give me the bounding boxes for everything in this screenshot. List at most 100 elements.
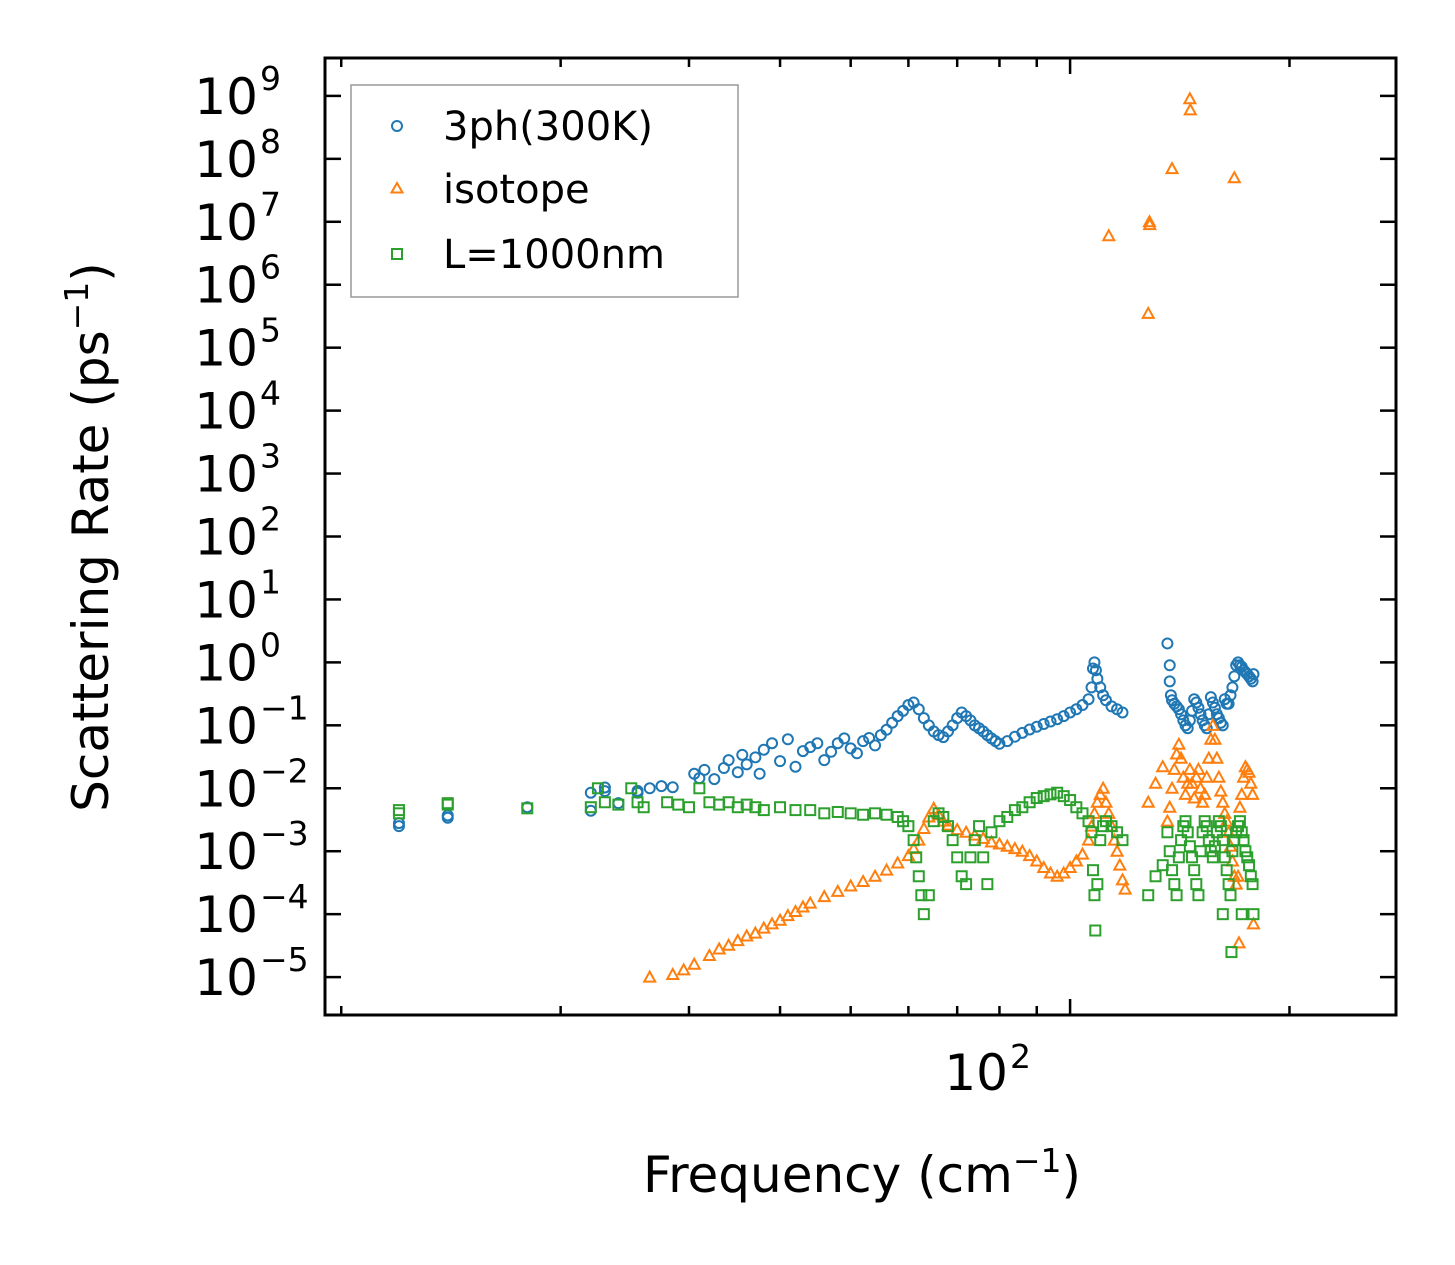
data-point [1243,859,1256,872]
y-tick-base: 10 [194,68,258,126]
data-point [992,836,1007,850]
data-point [863,731,876,744]
data-point [1193,780,1208,794]
y-tick-exp: 5 [260,311,281,350]
data-point [521,802,534,815]
data-point [803,895,818,909]
data-point [625,782,638,795]
data-point [1230,868,1246,882]
data-point [708,773,721,786]
data-point [392,807,405,820]
data-point [1186,851,1199,864]
data-point [1201,750,1217,764]
data-point [1094,681,1107,694]
data-point [1082,693,1095,706]
y-tick-label: 10 8 [194,122,281,189]
data-point [977,851,990,864]
data-point [1205,717,1221,731]
data-point [857,808,870,821]
data-point [1200,820,1213,833]
data-point [757,743,770,756]
data-point [825,745,838,758]
data-point [1186,790,1202,804]
y-tick-exp: 8 [260,122,281,161]
y-tick-exp: 6 [260,248,281,287]
data-point [1226,845,1239,858]
legend-label-l1000nm: L=1000nm [443,232,665,278]
data-point [1244,870,1257,883]
data-point [1173,750,1189,764]
data-point [1172,851,1185,864]
data-point [1237,834,1250,847]
data-point [973,820,986,833]
y-axis-title-exp: −1 [57,282,96,331]
data-point [1141,305,1156,319]
data-point [857,735,870,748]
data-point [1164,780,1180,794]
data-point [1116,834,1129,847]
data-point [1209,750,1225,764]
data-point [958,824,974,838]
data-point [1051,713,1064,726]
data-point [598,796,611,809]
y-axis-title: Scattering Rate (ps−1) [57,262,120,812]
data-point [1206,696,1219,709]
data-point [818,754,831,767]
data-point [736,748,749,761]
data-point [1149,870,1162,883]
svg-text:10: 10 [944,1044,1008,1102]
data-point [1178,786,1193,800]
data-point [1171,736,1187,750]
data-point [1228,670,1241,683]
data-point [960,878,973,891]
data-point [1222,697,1235,710]
data-point [1207,731,1223,745]
data-point [693,782,706,795]
data-point [637,801,650,814]
y-tick-exp: −2 [260,751,309,790]
data-point [1184,775,1200,789]
data-point [731,801,744,814]
data-point [1030,792,1043,805]
data-point [922,889,935,902]
series-1 [642,91,1261,983]
data-point [1235,826,1248,839]
data-point [1182,91,1198,105]
data-point [789,804,802,817]
y-tick-label: 10 −4 [194,877,308,944]
data-point [1200,722,1213,735]
data-point [1192,889,1205,902]
data-point [879,862,894,876]
y-tick-base: 10 [194,886,258,944]
data-point [1156,859,1169,872]
svg-text:2: 2 [1010,1037,1031,1076]
legend-box [350,84,739,298]
data-point [917,712,930,725]
y-tick-base: 10 [194,760,258,818]
data-point [1247,668,1260,681]
data-point [753,767,766,780]
y-tick-label: 10 2 [194,500,281,567]
data-point [817,889,832,903]
data-point [1007,841,1023,855]
y-tick-base: 10 [194,634,258,692]
legend-marker-isotope [389,181,405,194]
data-point [1037,717,1050,730]
y-tick-base: 10 [194,446,258,504]
data-point [1115,872,1130,886]
data-point [1112,857,1127,871]
data-point [1163,659,1176,672]
data-point [1182,761,1198,775]
axes-frame [323,56,1398,1017]
data-point [672,798,685,811]
series-2 [392,782,1260,959]
data-point [392,820,405,833]
data-point [1220,864,1233,877]
data-point [1226,681,1239,694]
data-point [1234,786,1249,800]
data-point [964,851,977,864]
data-point [1211,769,1227,783]
data-point [1213,783,1229,797]
data-point [749,801,762,814]
